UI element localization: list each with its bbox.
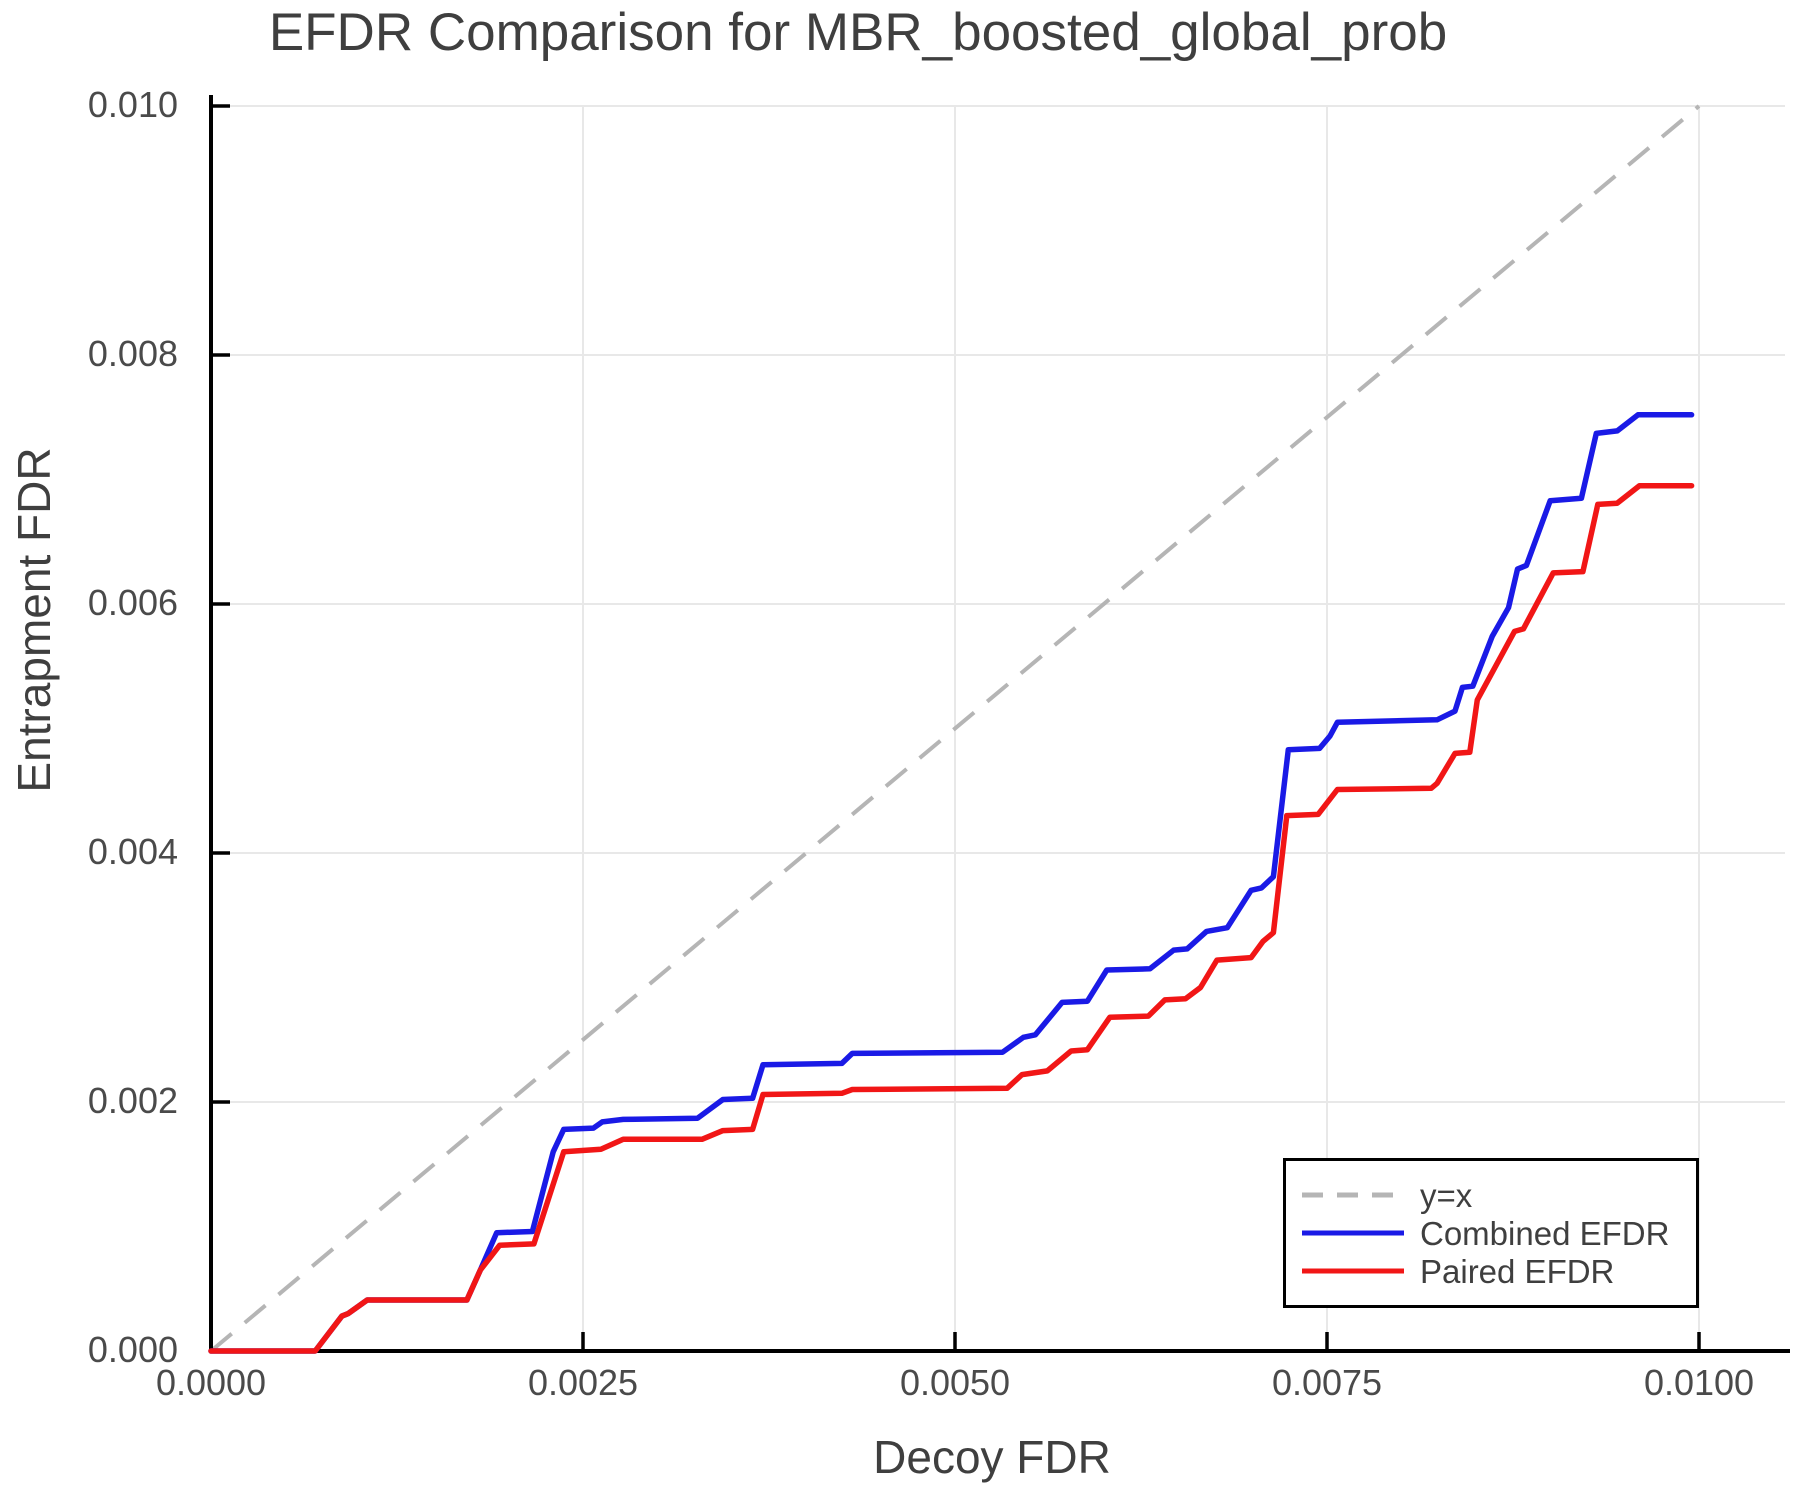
- combined-efdr-line: [208, 412, 1695, 1354]
- y-tick-label: 0.008: [87, 333, 178, 374]
- y-tick-label: 0.002: [87, 1080, 178, 1121]
- x-tick-label: 0.0075: [1271, 1362, 1383, 1403]
- legend-label-combined: Combined EFDR: [1420, 1214, 1670, 1252]
- x-tick-label: 0.0025: [527, 1362, 639, 1403]
- legend-item-yx: y=x: [1300, 1176, 1696, 1214]
- y-tick-label: 0.000: [87, 1329, 178, 1370]
- legend-label-yx: y=x: [1420, 1176, 1473, 1214]
- legend-label-paired: Paired EFDR: [1420, 1252, 1615, 1290]
- blue-line-sample-icon: [1302, 1230, 1404, 1236]
- legend: y=x Combined EFDR Paired EFDR: [1283, 1158, 1699, 1308]
- red-line-sample-icon: [1302, 1268, 1404, 1274]
- x-axis-label: Decoy FDR: [873, 1431, 1111, 1483]
- dashed-line-sample-icon: [1302, 1192, 1404, 1198]
- identity-line: [209, 104, 1701, 1353]
- legend-item-paired: Paired EFDR: [1300, 1252, 1696, 1290]
- y-tick-label: 0.010: [87, 84, 178, 125]
- x-tick-label: 0.0000: [155, 1362, 267, 1403]
- y-tick-label: 0.004: [87, 831, 178, 872]
- y-tick-label: 0.006: [87, 582, 178, 623]
- x-tick-label: 0.0100: [1643, 1362, 1755, 1403]
- x-tick-label: 0.0050: [899, 1362, 1011, 1403]
- chart-title: EFDR Comparison for MBR_boosted_global_p…: [268, 3, 1448, 62]
- legend-item-combined: Combined EFDR: [1300, 1214, 1696, 1252]
- paired-efdr-line: [208, 482, 1695, 1354]
